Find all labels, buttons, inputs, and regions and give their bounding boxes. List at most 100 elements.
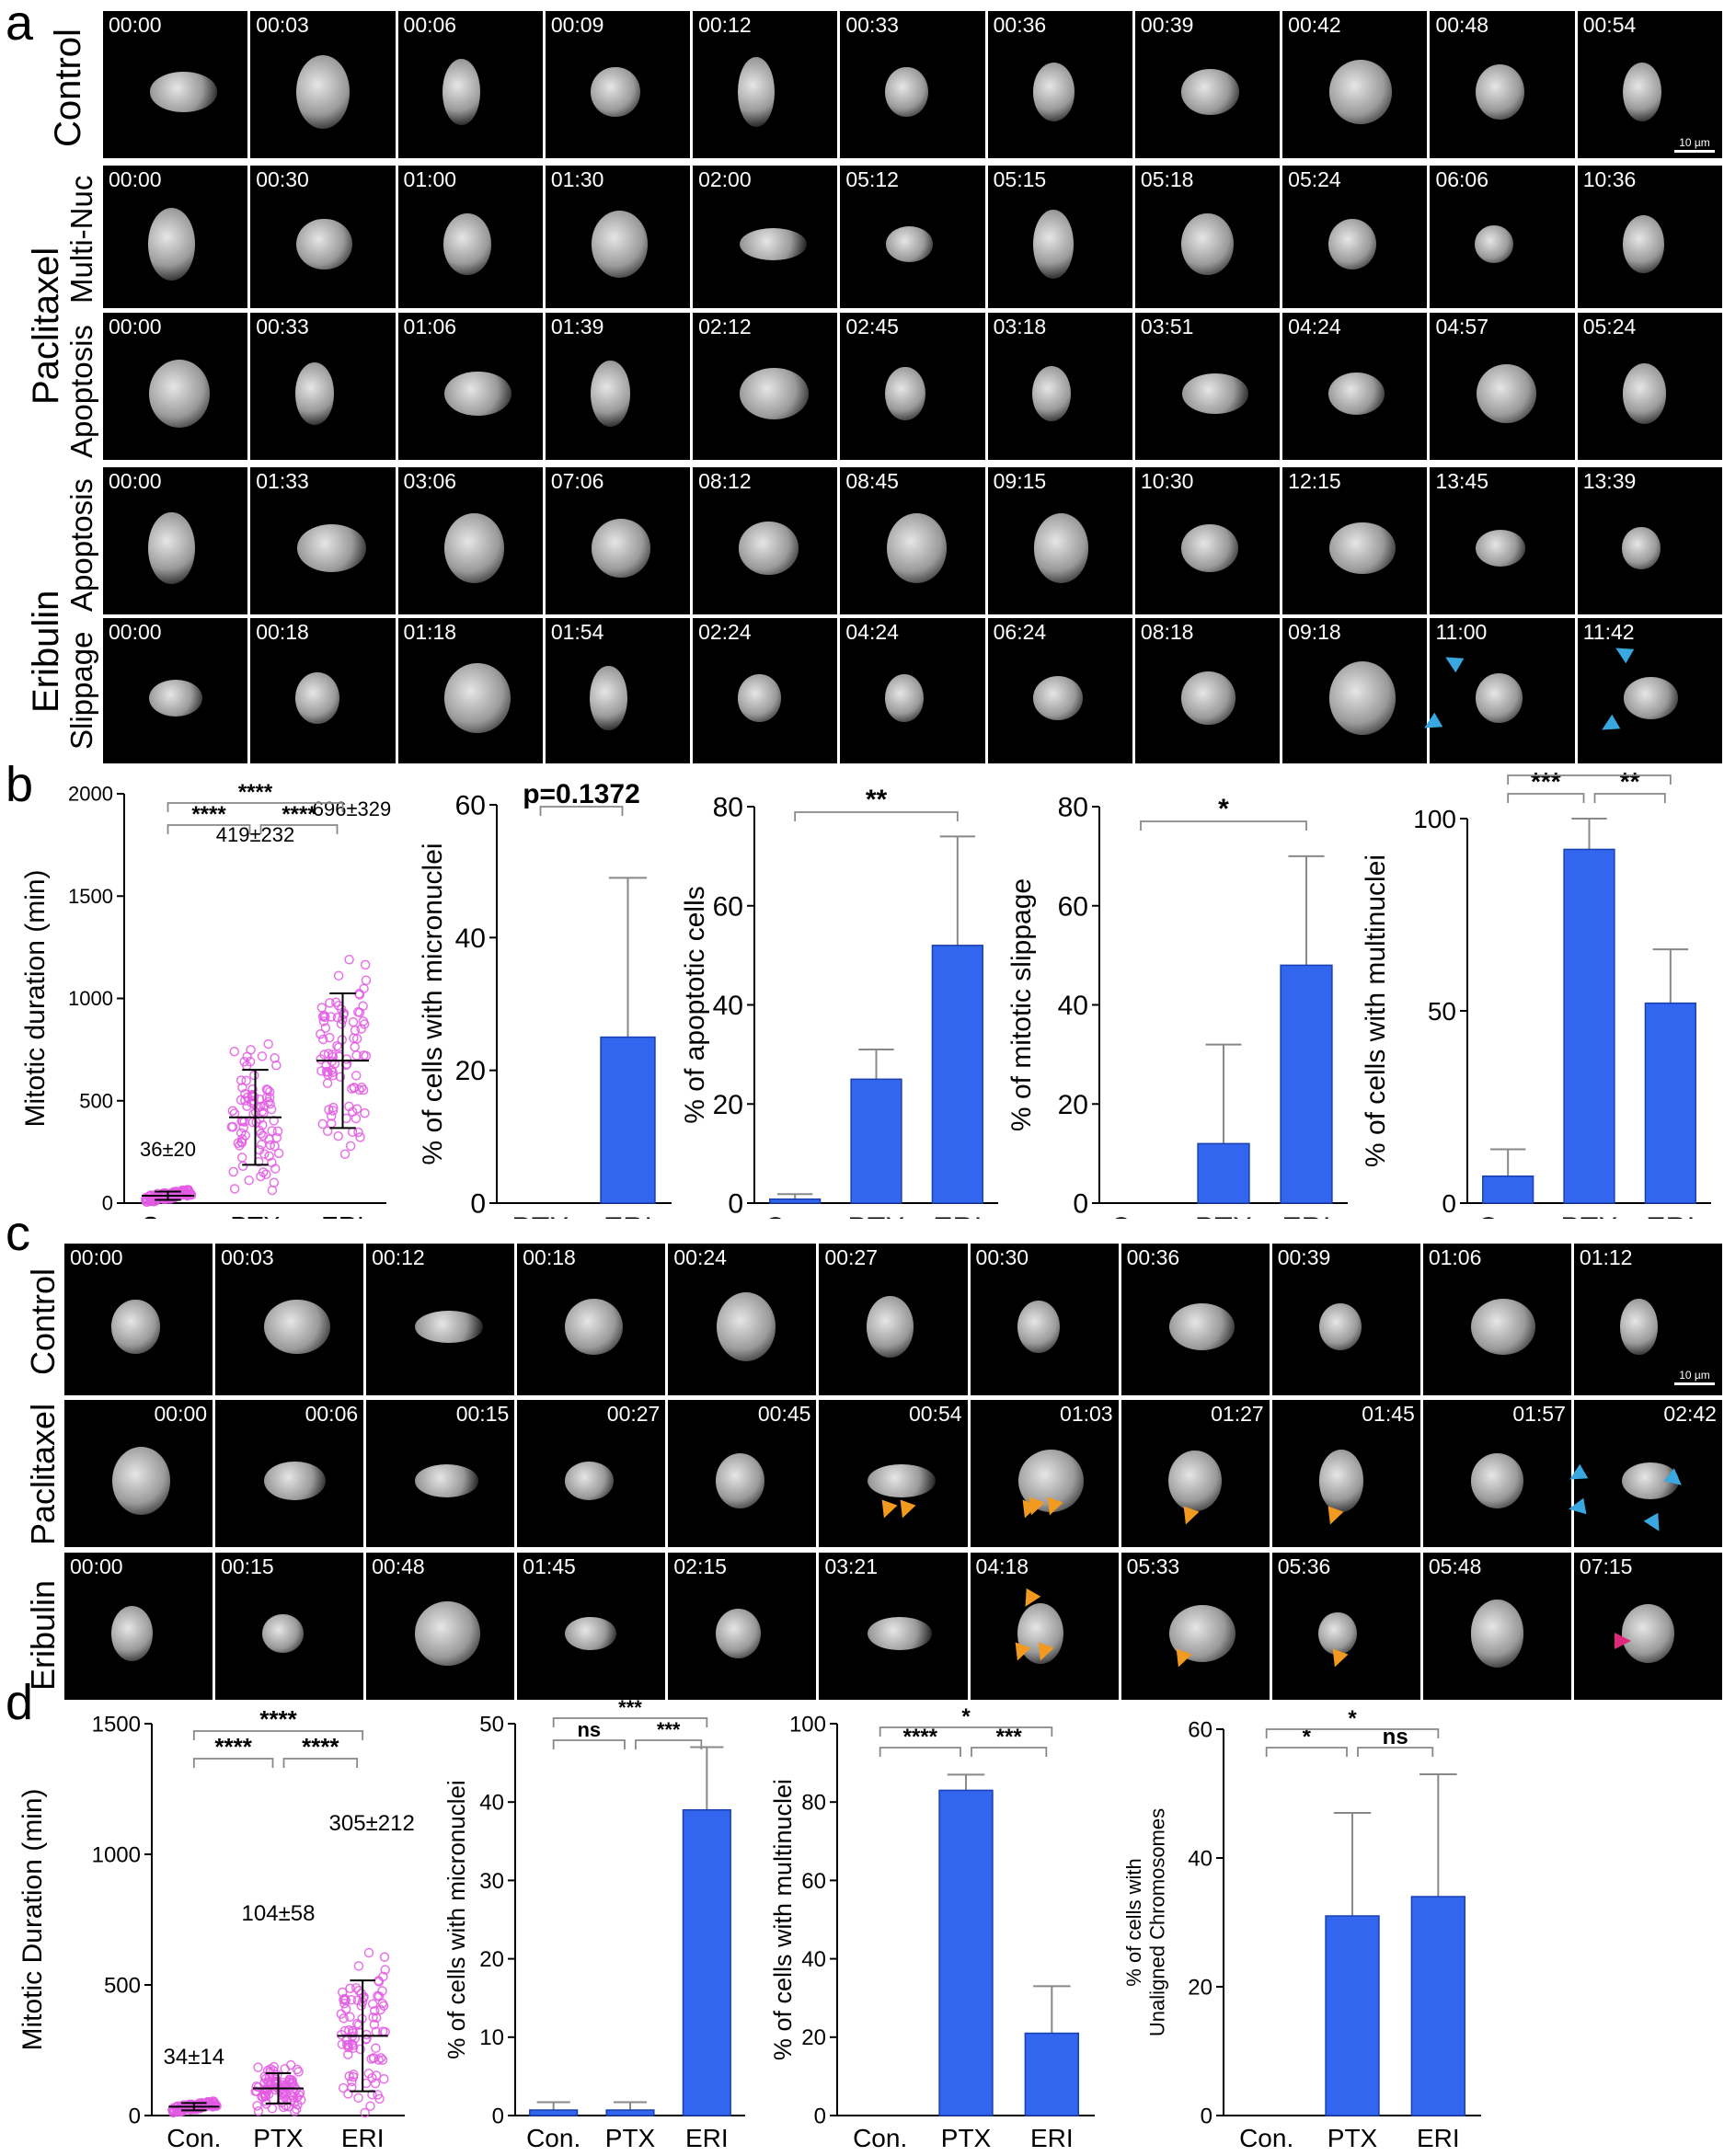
- data-point: [285, 2059, 296, 2070]
- significance-bracket: [794, 811, 959, 821]
- a-eribulin-slippage-frame: 00:00: [103, 618, 248, 763]
- cell-nucleus: [414, 1601, 480, 1666]
- chart-d3: 0 20 40 60 80 100 % of cells with multinuclei C…: [769, 1704, 1095, 2152]
- cell-nucleus: [1032, 209, 1074, 280]
- timestamp-label: 08:12: [698, 469, 752, 493]
- c-eribulin-frame: 02:15: [668, 1553, 817, 1700]
- data-point: [368, 2012, 378, 2023]
- data-point: [253, 1102, 264, 1113]
- data-point: [358, 1084, 369, 1095]
- timestamp-label: 00:27: [606, 1402, 661, 1426]
- cell-nucleus: [868, 1616, 932, 1651]
- scale-bar-label: 10 µm: [1679, 1369, 1710, 1382]
- timestamp-label: 02:24: [698, 620, 752, 644]
- a-eribulin-slippage-frame: 00:18: [250, 618, 396, 763]
- c-eribulin-frame: 03:21: [819, 1553, 968, 1700]
- data-point: [380, 1965, 390, 1975]
- timestamp-label: 00:48: [372, 1554, 425, 1578]
- data-point: [261, 1092, 272, 1103]
- cell-nucleus: [1475, 224, 1514, 264]
- chart-b5: 0 50 100 % of cells with multinuclei Con. PTX…: [1361, 768, 1711, 1219]
- data-point: [343, 2040, 353, 2050]
- cell-nucleus: [590, 360, 630, 428]
- data-point: [377, 1986, 387, 1996]
- data-point: [359, 1019, 370, 1029]
- x-tick-label: ERI: [685, 2124, 729, 2152]
- cell-nucleus: [263, 1299, 330, 1355]
- x-tick-label: PTX: [605, 2124, 656, 2152]
- cell-nucleus: [1622, 1462, 1680, 1500]
- timestamp-label: 07:15: [1579, 1554, 1633, 1578]
- data-point: [183, 1186, 194, 1196]
- data-point: [328, 1102, 339, 1113]
- a-eribulin-apoptosis-frame: 10:30: [1134, 467, 1281, 614]
- timestamp-label: 00:00: [154, 1402, 208, 1426]
- timestamp-label: 02:12: [698, 315, 752, 338]
- data-point: [339, 1149, 351, 1159]
- significance-label: ****: [282, 802, 316, 827]
- data-point: [155, 1192, 165, 1203]
- cell-nucleus: [1018, 1450, 1085, 1512]
- data-point: [347, 1084, 357, 1094]
- cell-nucleus: [1017, 1300, 1061, 1354]
- timestamp-label: 03:51: [1140, 315, 1194, 338]
- data-point: [317, 1034, 328, 1045]
- a-paclitaxel-apoptosis-frame: 00:00: [103, 313, 248, 460]
- significance-bracket: [192, 1730, 364, 1740]
- significance-label: ****: [238, 780, 273, 805]
- data-point: [316, 1028, 326, 1039]
- c-eribulin-frame: 00:15: [215, 1553, 364, 1700]
- data-point: [369, 2019, 380, 2030]
- a-paclitaxel-multinuc-frame: 05:15: [987, 166, 1132, 308]
- y-tick-label: 0: [1073, 1189, 1088, 1220]
- cell-nucleus: [1622, 62, 1662, 122]
- data-point: [165, 1188, 176, 1199]
- c-paclitaxel-frame: 00:45: [668, 1400, 817, 1547]
- cell-nucleus: [715, 1452, 765, 1509]
- timestamp-label: 01:06: [403, 315, 457, 338]
- data-point: [229, 1184, 240, 1194]
- data-point: [347, 2076, 357, 2087]
- significance-label: *: [1303, 1725, 1312, 1749]
- significance-label: **: [866, 785, 888, 815]
- x-tick-label: PTX: [1327, 2124, 1378, 2152]
- data-point: [339, 1993, 350, 2004]
- data-point: [270, 2076, 281, 2087]
- panel-letter-a: a: [6, 0, 34, 51]
- y-tick-label: 40: [713, 991, 743, 1021]
- data-point: [344, 2071, 354, 2081]
- data-point: [180, 2103, 191, 2114]
- timestamp-label: 00:09: [550, 13, 604, 37]
- a-paclitaxel-multinuc-frame: 05:12: [840, 166, 985, 308]
- a-paclitaxel-apoptosis-frame: 02:12: [693, 313, 838, 460]
- a-eribulin-apoptosis-frame: 12:15: [1282, 467, 1428, 614]
- cell-nucleus: [885, 673, 924, 723]
- cell-nucleus: [565, 1298, 624, 1356]
- timestamp-label: 01:30: [550, 167, 604, 191]
- data-point: [253, 2062, 263, 2072]
- data-point: [242, 1101, 252, 1111]
- chart-b3: 0 20 40 60 80 % of apoptotic cells Con. PTX ERI *…: [681, 785, 998, 1219]
- cell-nucleus: [295, 671, 340, 725]
- y-tick-label: 10: [479, 2025, 504, 2050]
- c-control-frame: 00:27: [819, 1244, 968, 1395]
- data-point: [338, 1987, 348, 1998]
- c-paclitaxel-frame: 00:27: [517, 1400, 666, 1547]
- a-control-frame: 00:00: [103, 11, 248, 158]
- significance-label: ****: [214, 1733, 252, 1760]
- y-tick-label: 20: [479, 1947, 504, 1972]
- data-point: [267, 1185, 278, 1196]
- timestamp-label: 04:57: [1435, 315, 1489, 338]
- data-point: [365, 2101, 375, 2111]
- data-point: [345, 2012, 355, 2023]
- y-axis-label: % of cells with multinuclei: [1361, 854, 1391, 1167]
- timestamp-label: 00:03: [221, 1245, 274, 1269]
- c-eribulin-frame: 01:45: [517, 1553, 666, 1700]
- cell-nucleus: [111, 1300, 160, 1354]
- bar: [938, 1789, 994, 2116]
- data-label: 104±58: [242, 1901, 316, 1926]
- cell-nucleus: [1017, 1602, 1064, 1665]
- x-tick-label: Con.: [526, 2124, 580, 2152]
- timestamp-label: 00:00: [109, 13, 162, 37]
- data-point: [235, 1141, 245, 1151]
